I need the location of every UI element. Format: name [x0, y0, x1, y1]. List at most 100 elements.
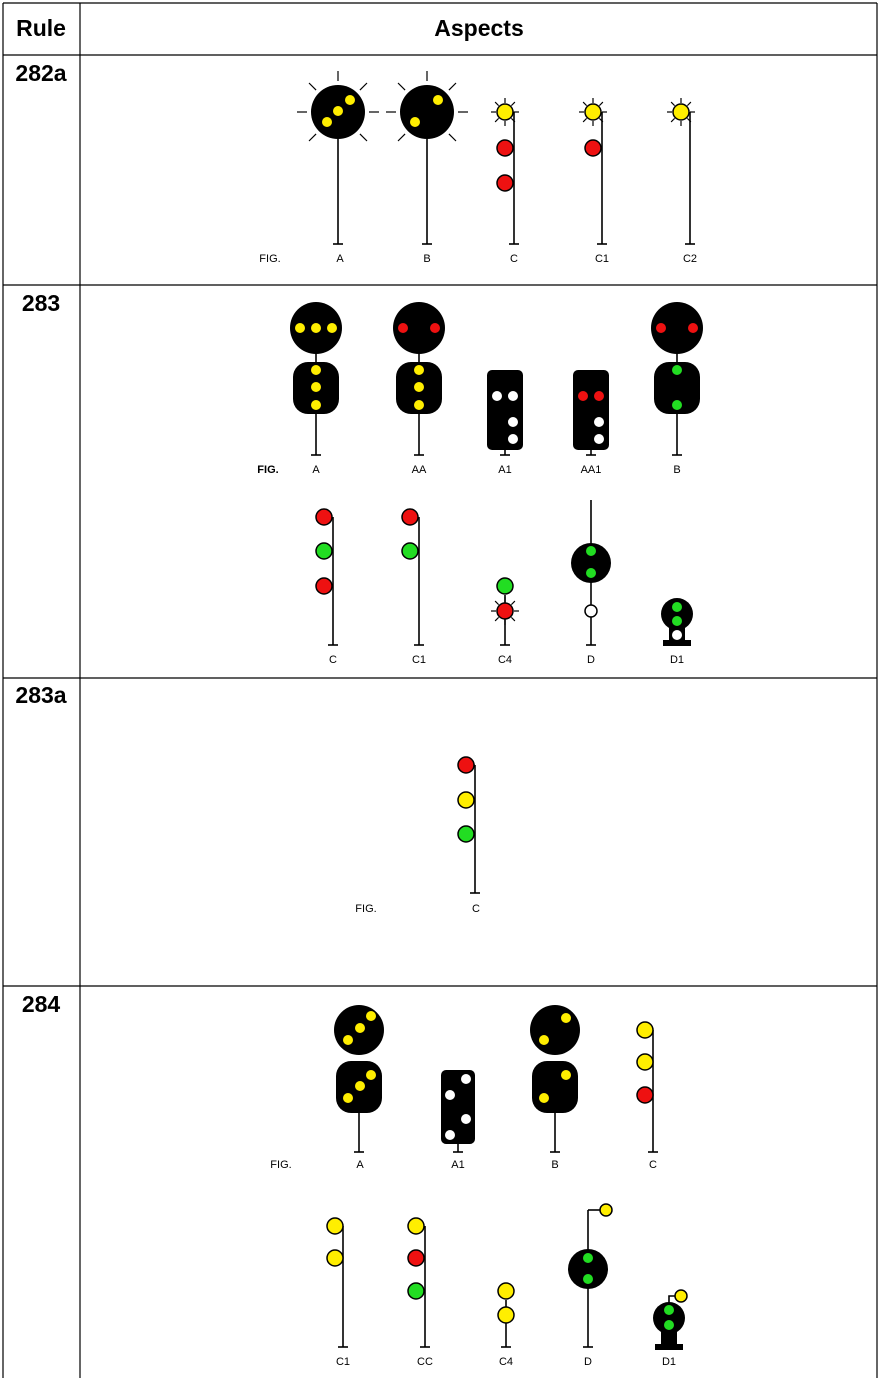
- flash-ray: [582, 101, 588, 107]
- light: [430, 323, 440, 333]
- lamp: [315, 508, 333, 526]
- flash-ray: [670, 117, 676, 123]
- lamp: [315, 542, 333, 560]
- aspect-label: B: [551, 1159, 558, 1171]
- light: [327, 323, 337, 333]
- signal-head: [571, 543, 611, 583]
- light: [398, 323, 408, 333]
- aspect-label: C1: [412, 654, 426, 666]
- light: [410, 117, 420, 127]
- lamp: [315, 577, 333, 595]
- light: [322, 117, 332, 127]
- lamp: [407, 1217, 425, 1235]
- light: [586, 546, 596, 556]
- flash-ray: [582, 117, 588, 123]
- aspect-label: C: [649, 1159, 657, 1171]
- light: [414, 382, 424, 392]
- aspect-label: C4: [499, 1356, 513, 1368]
- signal-head: [532, 1061, 578, 1113]
- light: [594, 417, 604, 427]
- flash-ray: [670, 101, 676, 107]
- dwarf-base: [655, 1344, 683, 1350]
- lamp: [497, 1306, 515, 1324]
- aspect-label: D: [587, 654, 595, 666]
- header-aspects: Aspects: [434, 15, 523, 41]
- fig-label: FIG.: [259, 253, 280, 265]
- signal-head: [654, 362, 700, 414]
- lamp: [584, 139, 602, 157]
- lamp: [401, 508, 419, 526]
- light: [594, 391, 604, 401]
- aspect-label: A: [356, 1159, 364, 1171]
- light: [672, 365, 682, 375]
- lamp: [457, 825, 475, 843]
- light: [343, 1093, 353, 1103]
- signal-head: [568, 1249, 608, 1289]
- lamp: [497, 1282, 515, 1300]
- light: [508, 391, 518, 401]
- flash-ray: [494, 600, 500, 606]
- flash-ray: [494, 101, 500, 107]
- flash-ray: [510, 117, 516, 123]
- light: [311, 382, 321, 392]
- aspect-label: B: [673, 464, 680, 476]
- light: [664, 1320, 674, 1330]
- flash-ray: [397, 82, 406, 91]
- aspect-label: A: [336, 253, 344, 265]
- light: [672, 630, 682, 640]
- light: [561, 1070, 571, 1080]
- lamp: [584, 604, 598, 618]
- lamp: [457, 756, 475, 774]
- lamp: [636, 1021, 654, 1039]
- light: [355, 1081, 365, 1091]
- aspect-label: C: [329, 654, 337, 666]
- flash-ray: [510, 616, 516, 622]
- lamp: [584, 103, 602, 121]
- lamp: [496, 577, 514, 595]
- lamp: [326, 1249, 344, 1267]
- light: [311, 323, 321, 333]
- light: [672, 602, 682, 612]
- flash-ray: [448, 133, 457, 142]
- light: [445, 1090, 455, 1100]
- signal-head: [393, 302, 445, 354]
- lamp: [674, 1289, 688, 1303]
- light: [583, 1274, 593, 1284]
- aspect-label: C2: [683, 253, 697, 265]
- light: [561, 1013, 571, 1023]
- aspect-label: C4: [498, 654, 512, 666]
- light: [656, 323, 666, 333]
- light: [433, 95, 443, 105]
- light: [508, 417, 518, 427]
- aspect-label: D: [584, 1356, 592, 1368]
- dwarf-base: [663, 640, 691, 646]
- aspect-label: A1: [451, 1159, 464, 1171]
- light: [355, 1023, 365, 1033]
- flash-ray: [598, 117, 604, 123]
- aspect-label: AA1: [581, 464, 602, 476]
- light: [688, 323, 698, 333]
- light: [672, 400, 682, 410]
- fig-label: FIG.: [355, 903, 376, 915]
- flash-ray: [308, 133, 317, 142]
- light: [492, 391, 502, 401]
- lamp: [672, 103, 690, 121]
- flash-ray: [359, 82, 368, 91]
- flash-ray: [494, 117, 500, 123]
- signal-head: [487, 370, 523, 450]
- signal-head: [400, 85, 454, 139]
- light: [295, 323, 305, 333]
- lamp: [599, 1203, 613, 1217]
- flash-ray: [686, 117, 692, 123]
- rule-number: 284: [22, 991, 61, 1017]
- aspect-label: C1: [336, 1356, 350, 1368]
- aspect-label: AA: [412, 464, 427, 476]
- light: [414, 400, 424, 410]
- light: [578, 391, 588, 401]
- lamp: [407, 1249, 425, 1267]
- light: [311, 400, 321, 410]
- signal-head: [573, 370, 609, 450]
- rule-number: 282a: [15, 60, 66, 86]
